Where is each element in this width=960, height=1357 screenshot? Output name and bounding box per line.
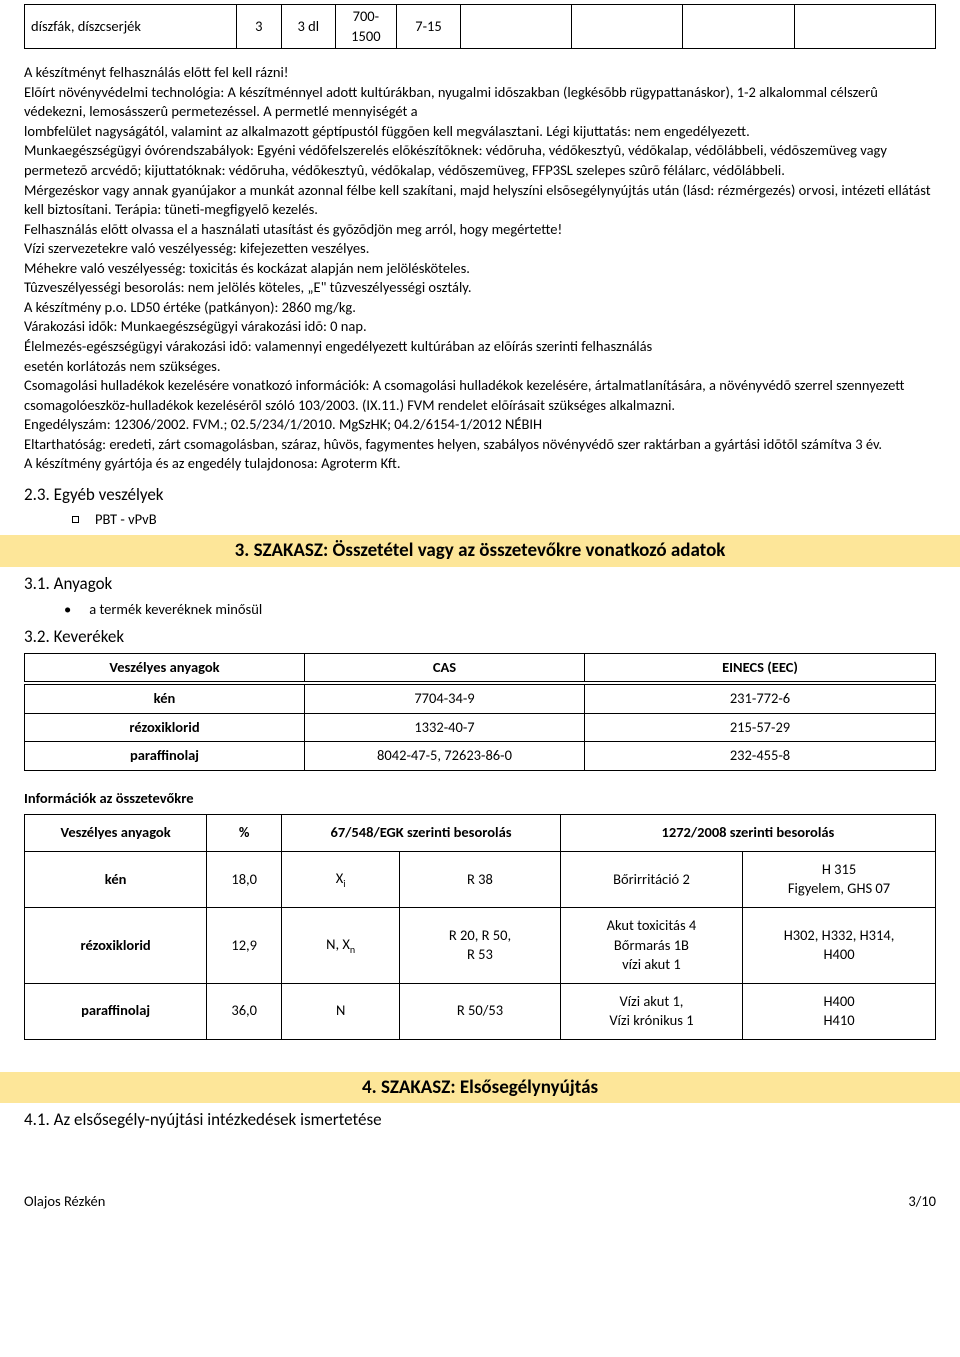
cas-name: kén — [25, 683, 305, 713]
heading-3-1: 3.1. Anyagok — [24, 573, 936, 596]
info-sym: N — [282, 983, 400, 1039]
info-pct: 18,0 — [207, 851, 282, 907]
cell-e1 — [461, 5, 572, 49]
para-5: Mérgezéskor vagy annak gyanújakor a munk… — [24, 181, 936, 220]
page-footer: Olajos Rézkén 3/10 — [24, 1192, 936, 1212]
heading-4-1: 4.1. Az elsősegély-nyújtási intézkedések… — [24, 1109, 936, 1132]
para-14: Csomagolási hulladékok kezelésére vonatk… — [24, 376, 936, 415]
cas-num: 1332-40-7 — [305, 713, 585, 742]
info-name: kén — [25, 851, 207, 907]
footer-left: Olajos Rézkén — [24, 1192, 105, 1212]
cas-num: 8042-47-5, 72623-86-0 — [305, 742, 585, 771]
info-pct: 36,0 — [207, 983, 282, 1039]
table-row: kén 18,0 Xi R 38 Bőrirritáció 2 H 315Fig… — [25, 851, 936, 907]
cell-culture: díszfák, díszcserjék — [25, 5, 237, 49]
info-r: R 38 — [400, 851, 561, 907]
cas-einecs: 215-57-29 — [585, 713, 936, 742]
info-pct: 12,9 — [207, 908, 282, 984]
para-7: Vízi szervezetekre való veszélyesség: ki… — [24, 239, 936, 259]
info-c4a: Akut toxicitás 4Bőrmarás 1Bvízi akut 1 — [560, 908, 742, 984]
cell-v3: 700-1500 — [336, 5, 397, 49]
info-name: rézoxiklorid — [25, 908, 207, 984]
bullet-pbt: PBT - vPvB — [72, 510, 936, 530]
info-th-4: 1272/2008 szerinti besorolás — [560, 815, 935, 852]
body-text-block: A készítményt felhasználás elõtt fel kel… — [24, 63, 936, 474]
info-th-2: % — [207, 815, 282, 852]
info-sym: Xi — [282, 851, 400, 907]
heading-2-3: 2.3. Egyéb veszélyek — [24, 484, 936, 507]
table-row: paraffinolaj 36,0 N R 50/53 Vízi akut 1,… — [25, 983, 936, 1039]
section-4-header: 4. SZAKASZ: Elsősegélynyújtás — [0, 1072, 960, 1104]
para-6: Felhasználás elõtt olvassa el a használa… — [24, 220, 936, 240]
cas-num: 7704-34-9 — [305, 683, 585, 713]
square-bullet-icon — [72, 516, 79, 523]
heading-3-2: 3.2. Keverékek — [24, 626, 936, 649]
bullet-text: PBT - vPvB — [95, 510, 157, 528]
classification-table: Veszélyes anyagok % 67/548/EGK szerinti … — [24, 814, 936, 1040]
para-13: esetén korlátozás nem szükséges. — [24, 357, 936, 377]
para-3: lombfelület nagyságától, valamint az alk… — [24, 122, 936, 142]
para-12: Élelmezés-egészségügyi várakozási idõ: v… — [24, 337, 936, 357]
cell-v2: 3 dl — [281, 5, 336, 49]
info-heading: Információk az összetevőkre — [24, 789, 936, 809]
info-sym: N, Xn — [282, 908, 400, 984]
cas-th-3: EINECS (EEC) — [585, 653, 936, 683]
table-row: paraffinolaj 8042-47-5, 72623-86-0 232-4… — [25, 742, 936, 771]
cell-e4 — [794, 5, 935, 49]
table-row: rézoxiklorid 12,9 N, Xn R 20, R 50,R 53 … — [25, 908, 936, 984]
cas-th-1: Veszélyes anyagok — [25, 653, 305, 683]
table-row: rézoxiklorid 1332-40-7 215-57-29 — [25, 713, 936, 742]
info-name: paraffinolaj — [25, 983, 207, 1039]
cell-v1: 3 — [237, 5, 281, 49]
para-4: Munkaegészségügyi óvórendszabályok: Egyé… — [24, 141, 936, 180]
cas-th-2: CAS — [305, 653, 585, 683]
info-th-3: 67/548/EGK szerinti besorolás — [282, 815, 561, 852]
cell-v4: 7-15 — [396, 5, 461, 49]
para-9: Tûzveszélyességi besorolás: nem jelölés … — [24, 278, 936, 298]
bullet-mixture-text: a termék keveréknek minősül — [89, 600, 262, 618]
cas-name: rézoxiklorid — [25, 713, 305, 742]
section-3-header: 3. SZAKASZ: Összetétel vagy az összetevő… — [0, 535, 960, 567]
para-17: A készítmény gyártója és az engedély tul… — [24, 454, 936, 474]
footer-right: 3/10 — [908, 1192, 936, 1212]
table-row: kén 7704-34-9 231-772-6 — [25, 683, 936, 713]
info-c4b: H302, H332, H314,H400 — [743, 908, 936, 984]
para-10: A készítmény p.o. LD50 értéke (patkányon… — [24, 298, 936, 318]
cell-e2 — [572, 5, 683, 49]
cas-table: Veszélyes anyagok CAS EINECS (EEC) kén 7… — [24, 653, 936, 771]
para-11: Várakozási idõk: Munkaegészségügyi várak… — [24, 317, 936, 337]
top-data-table: díszfák, díszcserjék 3 3 dl 700-1500 7-1… — [24, 4, 936, 49]
info-c4b: H400H410 — [743, 983, 936, 1039]
cas-einecs: 231-772-6 — [585, 683, 936, 713]
info-c4a: Bőrirritáció 2 — [560, 851, 742, 907]
para-8: Méhekre való veszélyesség: toxicitás és … — [24, 259, 936, 279]
info-r: R 50/53 — [400, 983, 561, 1039]
info-c4b: H 315Figyelem, GHS 07 — [743, 851, 936, 907]
cas-einecs: 232-455-8 — [585, 742, 936, 771]
cas-name: paraffinolaj — [25, 742, 305, 771]
para-1: A készítményt felhasználás elõtt fel kel… — [24, 63, 936, 83]
bullet-mixture: a termék keveréknek minősül — [64, 600, 936, 620]
cell-e3 — [683, 5, 794, 49]
info-th-1: Veszélyes anyagok — [25, 815, 207, 852]
para-15: Engedélyszám: 12306/2002. FVM.; 02.5/234… — [24, 415, 936, 435]
para-16: Eltarthatóság: eredeti, zárt csomagolásb… — [24, 435, 936, 455]
info-c4a: Vízi akut 1,Vízi krónikus 1 — [560, 983, 742, 1039]
para-2: Elõírt növényvédelmi technológia: A kész… — [24, 83, 936, 122]
info-r: R 20, R 50,R 53 — [400, 908, 561, 984]
